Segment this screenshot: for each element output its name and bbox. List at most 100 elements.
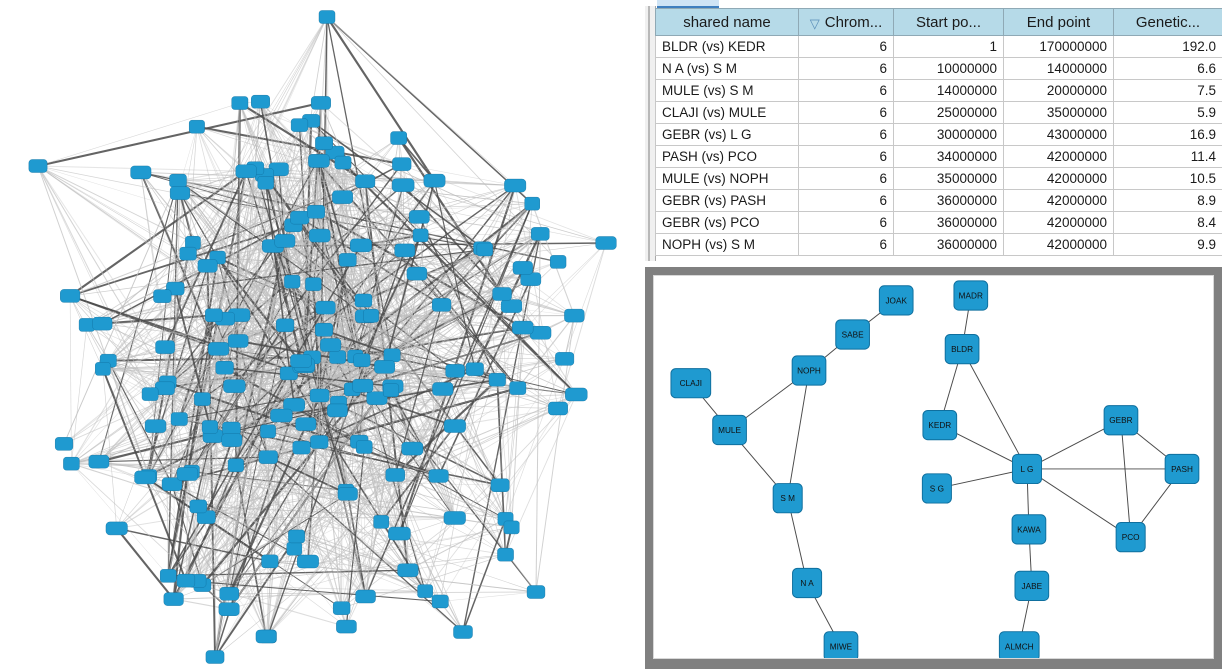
graph-edge[interactable]: [37, 165, 194, 244]
cell-shared_name[interactable]: GEBR (vs) PASH: [655, 189, 799, 212]
graph-node[interactable]: [530, 227, 550, 241]
graph-edge[interactable]: [305, 424, 366, 597]
graph-node[interactable]: [290, 118, 309, 132]
graph-edge[interactable]: [187, 473, 537, 593]
graph-node[interactable]: [308, 154, 330, 168]
graph-edge[interactable]: [420, 203, 533, 236]
graph-node[interactable]: [555, 352, 575, 366]
graph-edge[interactable]: [167, 180, 366, 383]
graph-node[interactable]: [283, 398, 305, 412]
graph-node[interactable]: NOPH: [791, 355, 827, 386]
graph-edge[interactable]: [535, 233, 541, 593]
graph-edge[interactable]: [144, 426, 211, 478]
graph-edge[interactable]: [162, 295, 360, 442]
graph-node[interactable]: [170, 412, 188, 426]
graph-node[interactable]: [160, 569, 177, 583]
graph-edge[interactable]: [205, 315, 240, 518]
graph-node[interactable]: [488, 373, 506, 387]
graph-edge[interactable]: [265, 182, 393, 356]
graph-node[interactable]: [336, 619, 357, 634]
graph-edge[interactable]: [1120, 420, 1132, 538]
table-row[interactable]: PASH (vs) PCO 6 34000000 42000000 11.4: [655, 145, 1222, 168]
cell-genetic[interactable]: 7.5: [1113, 79, 1222, 102]
cell-chromosome[interactable]: 6: [798, 211, 894, 234]
table-row[interactable]: NOPH (vs) S M 6 36000000 42000000 9.9: [655, 233, 1222, 256]
graph-node[interactable]: [353, 353, 371, 367]
graph-edge[interactable]: [228, 325, 286, 594]
graph-edge[interactable]: [167, 171, 248, 577]
graph-node[interactable]: [355, 589, 376, 604]
graph-node[interactable]: [92, 316, 113, 331]
cell-genetic[interactable]: 192.0: [1113, 35, 1222, 58]
graph-node[interactable]: [385, 468, 405, 482]
graph-edge[interactable]: [37, 165, 348, 261]
graph-node[interactable]: [297, 554, 319, 569]
graph-edge[interactable]: [281, 378, 498, 417]
graph-edge[interactable]: [71, 441, 320, 465]
column-header-end-point[interactable]: End point: [1003, 8, 1114, 36]
graph-edge[interactable]: [217, 171, 247, 258]
graph-edge[interactable]: [202, 527, 512, 586]
graph-edge[interactable]: [108, 360, 214, 437]
graph-node[interactable]: L G: [1011, 453, 1043, 485]
cell-chromosome[interactable]: 6: [798, 101, 894, 124]
graph-edge[interactable]: [179, 193, 211, 427]
graph-edge[interactable]: [318, 160, 349, 261]
graph-edge[interactable]: [229, 548, 295, 595]
graph-edge[interactable]: [292, 281, 325, 330]
graph-node[interactable]: MULE: [712, 414, 747, 446]
graph-node[interactable]: [490, 478, 510, 492]
graph-node[interactable]: [202, 420, 218, 434]
graph-node[interactable]: [235, 164, 257, 178]
graph-edge[interactable]: [301, 387, 519, 449]
graph-edge[interactable]: [102, 324, 286, 370]
graph-node[interactable]: [309, 388, 330, 403]
graph-edge[interactable]: [69, 295, 456, 427]
graph-node[interactable]: [163, 592, 184, 606]
table-row[interactable]: GEBR (vs) L G 6 30000000 43000000 16.9: [655, 123, 1222, 146]
main-network-canvas[interactable]: [0, 0, 645, 669]
graph-node[interactable]: JABE: [1014, 570, 1050, 601]
graph-node[interactable]: [350, 238, 372, 253]
graph-node[interactable]: [227, 334, 249, 348]
graph-edge[interactable]: [209, 426, 295, 549]
graph-edge[interactable]: [398, 137, 436, 182]
graph-node[interactable]: [176, 467, 199, 481]
graph-node[interactable]: [512, 320, 534, 335]
graph-edge[interactable]: [326, 16, 533, 205]
graph-edge[interactable]: [206, 516, 455, 519]
graph-node[interactable]: [155, 340, 175, 354]
graph-edge[interactable]: [292, 248, 485, 283]
graph-edge[interactable]: [255, 167, 559, 409]
graph-node[interactable]: [95, 362, 111, 376]
graph-edge[interactable]: [424, 293, 503, 592]
graph-edge[interactable]: [162, 185, 516, 297]
graph-edge[interactable]: [144, 477, 230, 595]
graph-edge[interactable]: [296, 410, 338, 537]
graph-edge[interactable]: [108, 137, 399, 362]
graph-node[interactable]: [383, 348, 401, 362]
column-header-genetic[interactable]: Genetic...: [1113, 8, 1222, 36]
graph-edge[interactable]: [115, 527, 175, 600]
graph-edge[interactable]: [345, 446, 365, 627]
graph-edge[interactable]: [462, 518, 507, 633]
graph-edge[interactable]: [316, 160, 577, 395]
cell-genetic[interactable]: 9.9: [1113, 233, 1222, 256]
graph-node[interactable]: S M: [772, 483, 803, 514]
graph-edge[interactable]: [207, 265, 503, 295]
graph-node[interactable]: KAWA: [1011, 514, 1047, 545]
graph-node[interactable]: S G: [921, 473, 952, 504]
graph-node[interactable]: [526, 585, 546, 599]
graph-edge[interactable]: [401, 163, 516, 186]
graph-node[interactable]: [134, 470, 157, 485]
graph-edge[interactable]: [296, 394, 577, 537]
graph-edge[interactable]: [37, 165, 313, 358]
graph-edge[interactable]: [245, 171, 293, 282]
graph-node[interactable]: [432, 382, 454, 396]
graph-edge[interactable]: [229, 517, 455, 595]
graph-node[interactable]: [417, 584, 433, 598]
graph-node[interactable]: [63, 456, 80, 471]
graph-node[interactable]: [392, 157, 412, 171]
graph-node[interactable]: [356, 440, 373, 454]
cell-genetic[interactable]: 8.9: [1113, 189, 1222, 212]
